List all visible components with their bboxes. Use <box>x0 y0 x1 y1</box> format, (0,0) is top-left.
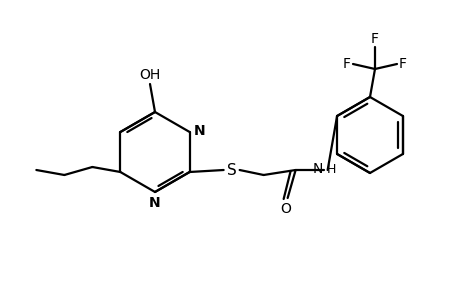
Text: F: F <box>398 57 406 71</box>
Text: OH: OH <box>139 68 160 82</box>
Text: N: N <box>312 162 322 176</box>
Text: F: F <box>370 32 378 46</box>
Text: N: N <box>149 196 161 210</box>
Text: F: F <box>342 57 350 71</box>
Text: S: S <box>226 163 236 178</box>
Text: H: H <box>326 163 335 176</box>
Text: N: N <box>193 124 205 138</box>
Text: O: O <box>280 202 291 216</box>
